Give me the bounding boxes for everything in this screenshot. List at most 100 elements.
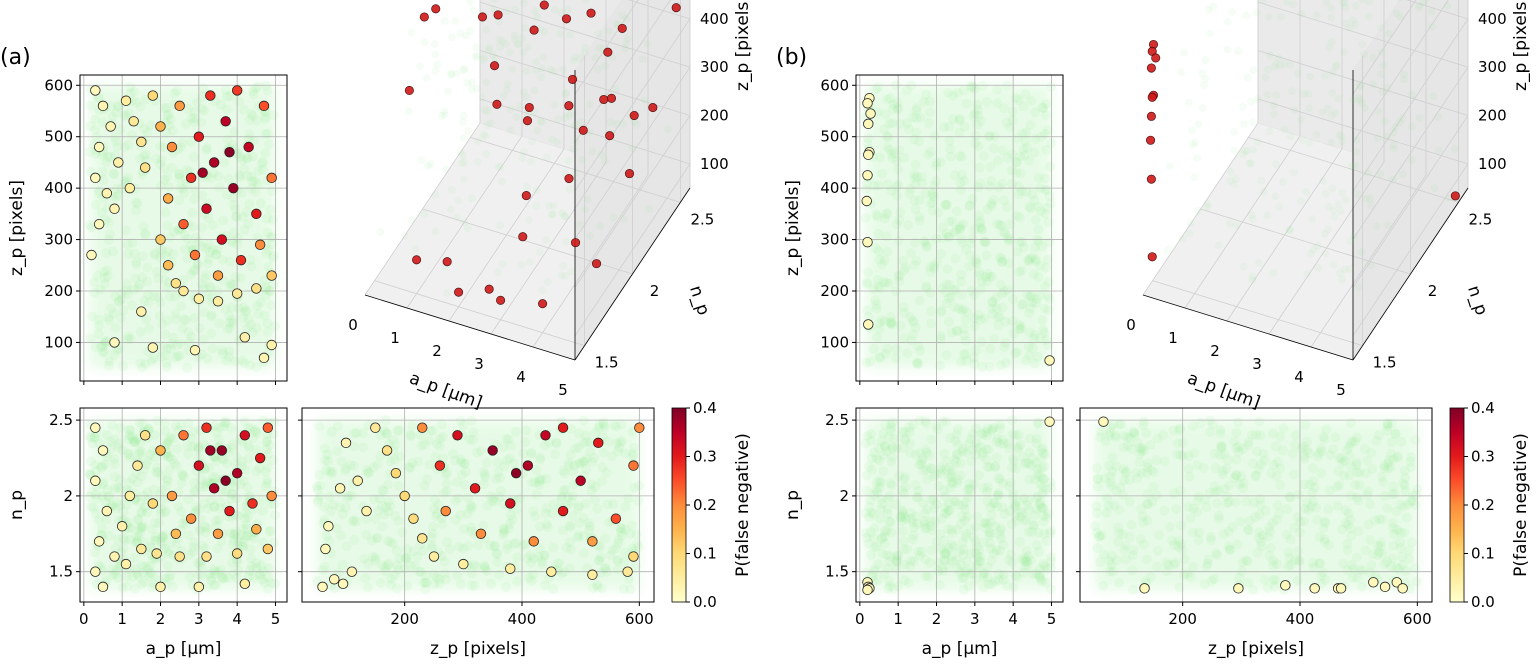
data-point (136, 306, 147, 317)
axes-frame (1079, 407, 1433, 603)
y-tick-label: 600 (44, 76, 73, 94)
data-point (510, 467, 522, 479)
y-tick-label: 200 (44, 282, 73, 300)
data-point (1146, 63, 1156, 73)
data-point (370, 422, 381, 433)
data-point (417, 533, 428, 544)
axis-line (1142, 294, 1354, 361)
data-point (469, 483, 481, 494)
y-tick-label: 2 (1428, 282, 1438, 300)
data-point (1098, 416, 1109, 427)
y-tick-label: 2.5 (1468, 210, 1492, 228)
grid-line (1257, 1, 1469, 68)
y-tick-label: 500 (44, 128, 73, 146)
data-point (1397, 583, 1408, 594)
data-point (201, 551, 212, 562)
x-axis-label: a_p [µm] (407, 368, 485, 413)
data-point (575, 475, 586, 486)
data-point (862, 98, 873, 109)
data-point (440, 505, 451, 517)
data-point (97, 581, 109, 593)
x-tick-label: 0 (348, 316, 358, 334)
data-point (220, 116, 231, 127)
y-tick-label: 2.5 (690, 210, 714, 228)
background-samples (1163, 0, 1459, 291)
data-point (162, 193, 174, 204)
colorbar-tick-label: 0.1 (1471, 545, 1495, 563)
sampled-region (89, 420, 276, 590)
colorbar-tick-label: 0.0 (693, 593, 717, 611)
chart-a-np-vs-ap: 1.5 2 2.5 0 1 2 3 4 5 n_p a_p [µm] (7, 407, 288, 659)
data-point (863, 118, 874, 130)
x-tick-label: 0 (1126, 316, 1136, 334)
x-tick-label: 1 (117, 610, 127, 628)
data-point (254, 452, 266, 464)
data-point (139, 430, 151, 441)
data-point (492, 99, 502, 109)
x-tick-label: 200 (1168, 610, 1197, 628)
data-point (610, 513, 622, 524)
data-point (216, 445, 228, 456)
grid-line (1352, 66, 1469, 240)
axis-line (364, 294, 576, 361)
data-point (564, 101, 574, 111)
background-samples (311, 415, 644, 595)
data-point (93, 218, 105, 230)
data-point (193, 131, 205, 142)
data-point (671, 3, 681, 13)
data-point (634, 422, 645, 433)
colorbar-tick-label: 0.0 (1471, 593, 1495, 611)
x-tick-label: 2 (432, 342, 442, 360)
data-point (139, 162, 151, 173)
data-point (235, 254, 247, 266)
data-point (317, 581, 328, 593)
data-point (404, 85, 414, 96)
z-tick-label: 200 (700, 107, 729, 125)
background-samples (84, 80, 280, 373)
data-point (239, 332, 251, 343)
grid-line (627, 0, 691, 20)
data-point (201, 203, 212, 214)
grid-line (1152, 280, 1363, 347)
data-point (201, 422, 212, 433)
data-point (101, 505, 113, 517)
data-point (93, 141, 105, 153)
x-tick-label: 4 (1294, 368, 1304, 386)
data-point (136, 136, 147, 148)
colorbar-a-label: P(false negative) (733, 433, 753, 577)
data-point (228, 182, 239, 194)
grid-line (1257, 98, 1469, 165)
data-point (178, 285, 189, 297)
data-point (224, 505, 235, 517)
data-point (147, 342, 159, 353)
data-point (258, 100, 270, 112)
data-point (109, 203, 120, 214)
data-point (212, 528, 224, 539)
data-point (606, 93, 617, 103)
y-tick-label: 400 (820, 179, 849, 197)
data-point (624, 169, 635, 179)
data-point (220, 475, 231, 486)
data-point (174, 100, 185, 112)
x-tick-label: 0 (855, 610, 865, 628)
data-point (90, 566, 101, 577)
data-point (586, 8, 596, 18)
data-point (113, 157, 124, 168)
axes-frame (301, 407, 655, 603)
grid-line (1352, 0, 1449, 143)
data-point (1335, 583, 1347, 594)
grid-line (1352, 163, 1469, 337)
data-point (561, 14, 572, 24)
data-point (428, 551, 440, 562)
colorbar-a-bar (671, 407, 687, 603)
grid-line (1248, 136, 1459, 203)
data-point (185, 513, 197, 524)
colorbar-tick-label: 0.3 (693, 448, 717, 466)
data-point (628, 460, 639, 471)
sampled-region (865, 85, 1052, 369)
sampled-region (865, 420, 1052, 590)
data-point (224, 146, 235, 158)
y-tick-label: 500 (820, 128, 849, 146)
colorbar-tick-label: 0.1 (693, 545, 717, 563)
